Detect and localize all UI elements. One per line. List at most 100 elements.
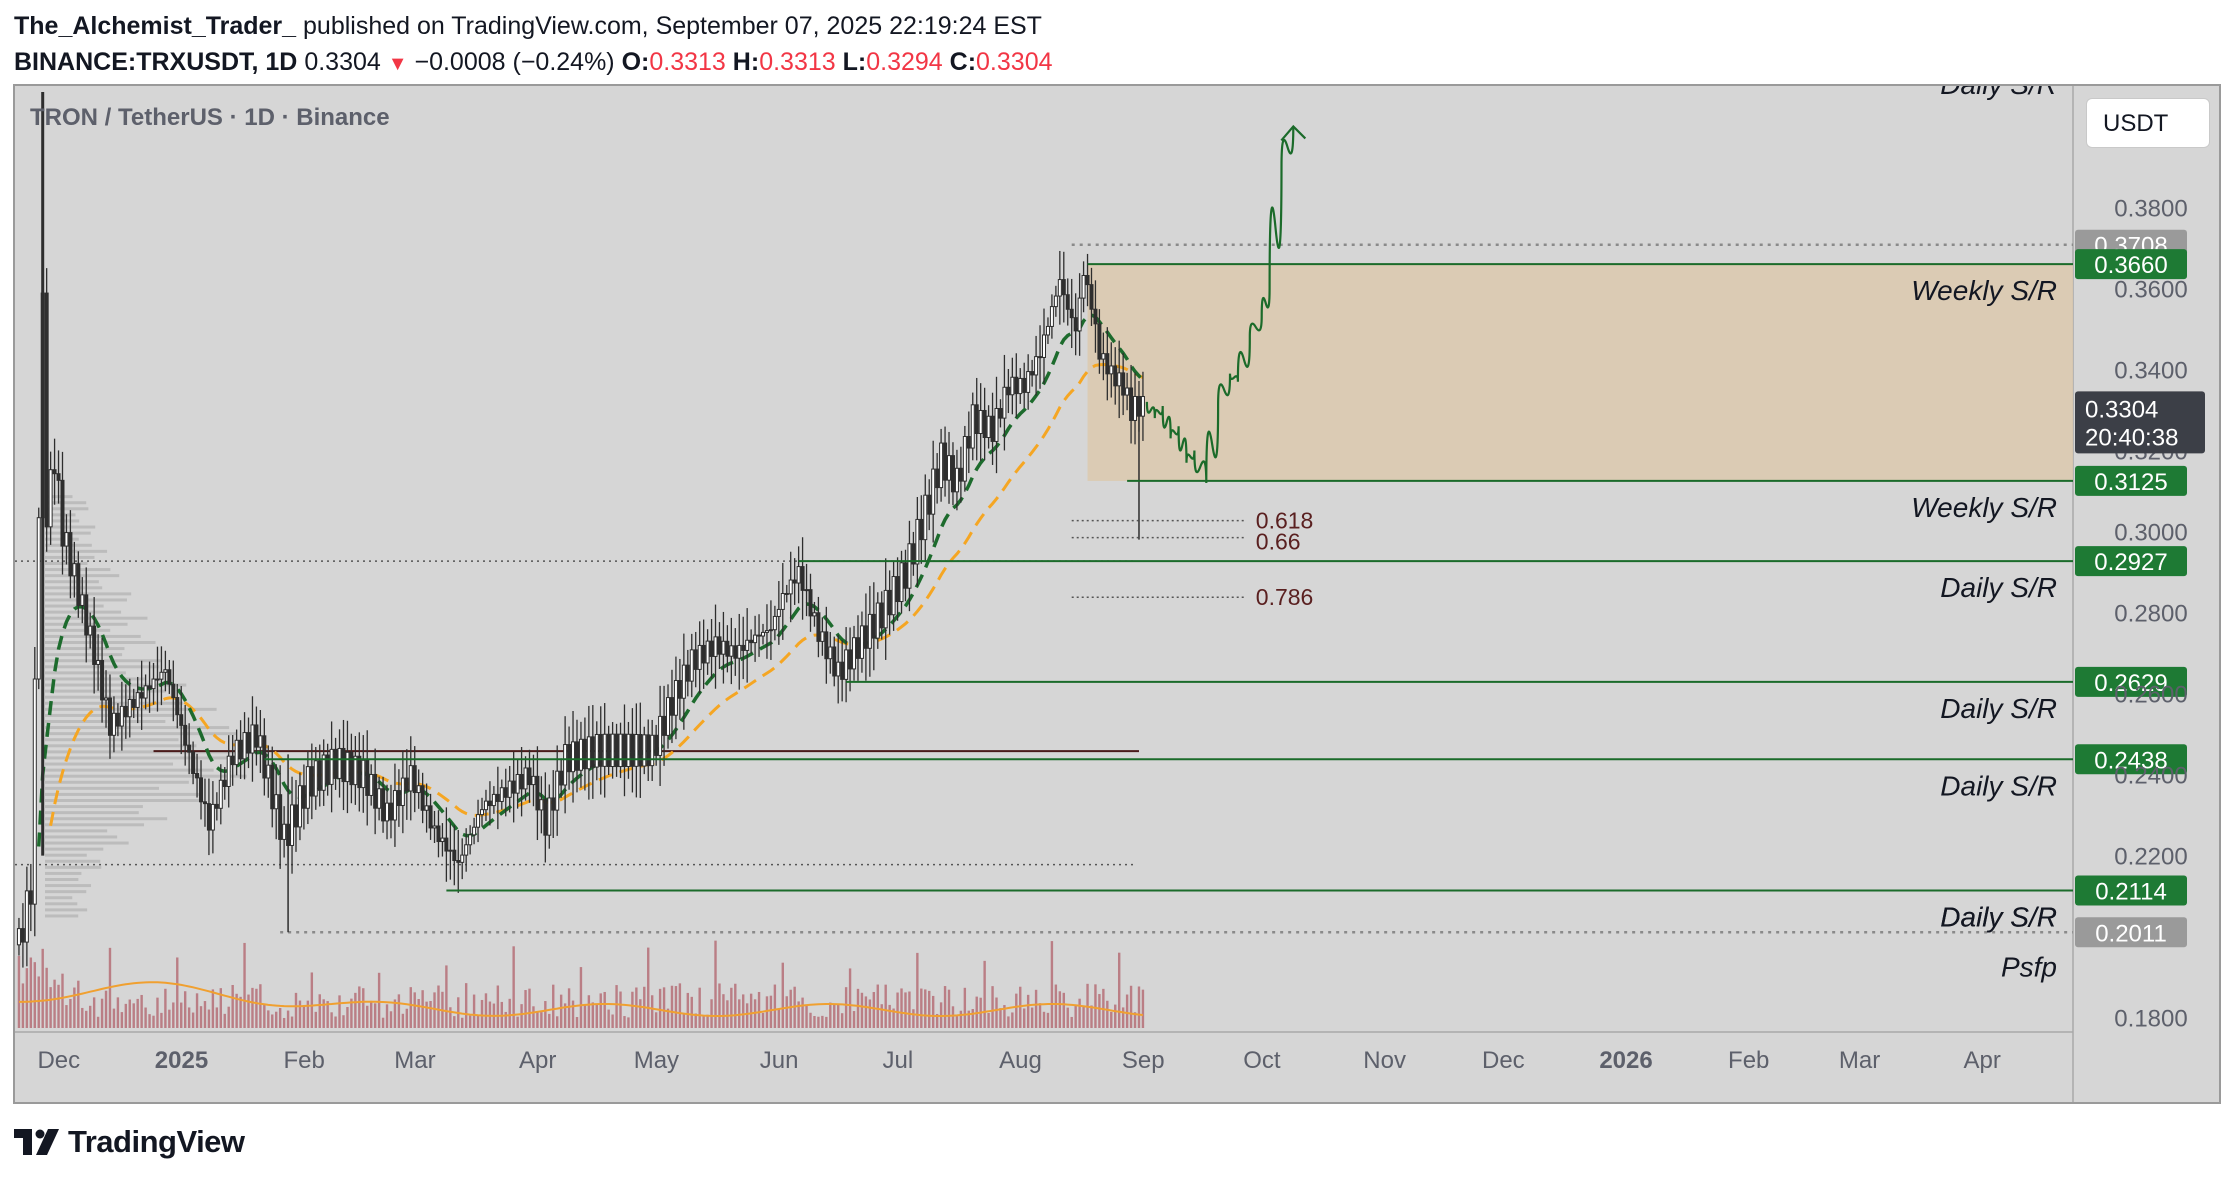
candle-body [586, 736, 591, 770]
volume-bar [548, 1013, 551, 1028]
candle-body [187, 744, 192, 753]
candle-body [48, 469, 53, 528]
volume-bar [722, 994, 725, 1028]
candle-body [424, 805, 429, 811]
candle-body [705, 640, 710, 664]
volume-bar [670, 985, 674, 1028]
volume-bar [730, 987, 733, 1028]
candle-body [582, 738, 587, 770]
volume-profile-bar [45, 792, 203, 796]
time-tick-label: Mar [394, 1047, 435, 1074]
volume-bar [864, 996, 868, 1028]
candle-body [321, 754, 326, 791]
volume-bar [484, 993, 488, 1028]
candle-body [464, 844, 469, 856]
volume-bar [900, 988, 903, 1028]
candle-body [254, 724, 259, 748]
volume-bar [271, 1014, 274, 1028]
sr-level-label-text: 0.2114 [2095, 879, 2167, 906]
volume-bar [1003, 1005, 1006, 1028]
candle-body [282, 823, 287, 840]
author-name[interactable]: The_Alchemist_Trader_ [14, 12, 297, 40]
candle-body [408, 765, 413, 792]
volume-profile-bar [45, 877, 79, 881]
volume-profile-bar [45, 829, 108, 833]
candle-body [305, 766, 310, 809]
volume-bar [314, 1011, 317, 1028]
volume-profile-bar [45, 811, 139, 815]
candle-body [32, 678, 37, 905]
volume-bar [1046, 1012, 1050, 1028]
candle-body [780, 593, 785, 610]
candle-body [923, 494, 928, 541]
volume-profile-bar [45, 865, 102, 869]
sr-level-name: Daily S/R [1940, 770, 2057, 801]
volume-bar [480, 999, 484, 1028]
volume-bar [611, 1014, 614, 1028]
volume-bar [346, 1007, 349, 1028]
time-tick-label: Sep [1122, 1047, 1165, 1074]
volume-profile-bar [45, 616, 148, 620]
candle-body [559, 770, 564, 786]
tradingview-logo[interactable]: TradingView [14, 1124, 245, 1160]
candle-body [1125, 387, 1130, 396]
candle-body [911, 543, 916, 565]
volume-ma-line [19, 981, 1144, 1017]
candle-body [396, 790, 401, 807]
volume-bar [168, 1009, 171, 1028]
candle-body [107, 697, 112, 736]
volume-bar [267, 1010, 270, 1028]
candle-body [1117, 372, 1122, 387]
candle-body [812, 612, 817, 617]
volume-profile-bar [45, 604, 104, 608]
volume-bar [583, 1004, 587, 1028]
candle-body [598, 733, 603, 767]
candle-body [159, 671, 164, 680]
price-tick-label: 0.1800 [2114, 1006, 2187, 1033]
volume-bar [65, 1005, 68, 1028]
candle-body [761, 631, 766, 637]
volume-bar [373, 1003, 377, 1028]
candle-body [1097, 323, 1102, 360]
candle-body [20, 928, 25, 943]
volume-bar [817, 1016, 820, 1028]
candle-body [990, 415, 995, 442]
volume-bar [714, 940, 717, 1028]
candle-body [448, 849, 453, 852]
volume-bar [286, 1010, 290, 1028]
volume-bar [92, 997, 96, 1028]
symbol-label[interactable]: BINANCE:TRXUSDT, 1D [14, 48, 298, 76]
currency-selector[interactable]: USDT [2086, 98, 2210, 148]
candle-body [246, 732, 251, 754]
candle-body [234, 739, 239, 766]
candle-body [733, 645, 738, 659]
open-value: 0.3313 [649, 48, 726, 76]
candle-body [907, 543, 912, 589]
volume-bar [888, 1004, 891, 1028]
candle-body [1081, 274, 1086, 299]
candle-body [998, 408, 1003, 419]
volume-profile-bar [45, 896, 73, 900]
volume-bar [805, 1004, 808, 1028]
weekly-sr-zone [1087, 264, 2073, 481]
volume-bar [1078, 998, 1081, 1028]
volume-bar [662, 987, 666, 1028]
candle-body [499, 787, 504, 802]
volume-profile-bar [45, 592, 132, 596]
candle-body [202, 801, 207, 805]
price-tick-label: 0.3800 [2114, 195, 2187, 222]
volume-bar [203, 1001, 207, 1028]
volume-profile-bar [45, 513, 76, 517]
volume-bar [508, 998, 511, 1028]
candle-body [772, 615, 777, 631]
volume-profile-bar [45, 871, 82, 875]
volume-bar [231, 984, 234, 1028]
candle-body [958, 467, 963, 482]
volume-bar [401, 1013, 405, 1028]
volume-bar [176, 957, 179, 1028]
volume-bar [650, 995, 654, 1028]
volume-bar [544, 1001, 547, 1028]
candle-body [848, 649, 853, 670]
candle-body [297, 785, 302, 828]
